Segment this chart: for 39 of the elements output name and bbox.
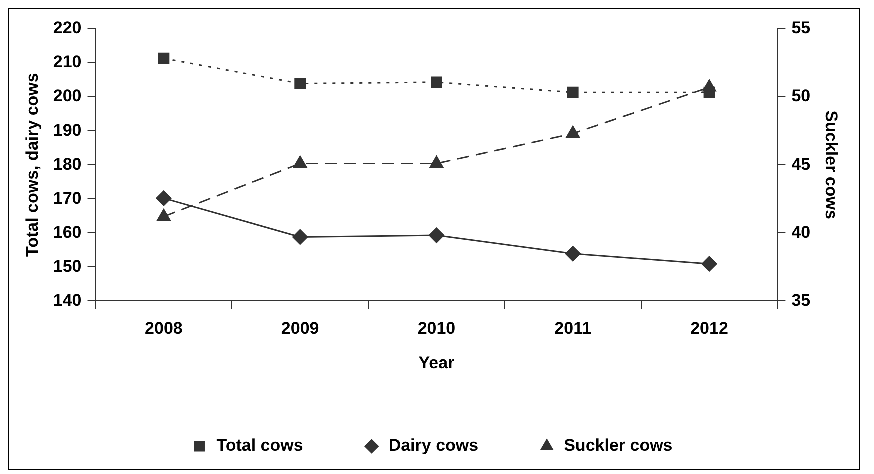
x-tick-label: 2011	[554, 319, 592, 338]
point	[566, 126, 580, 138]
x-tick-label: 2008	[145, 319, 183, 338]
y2-tick-label: 40	[792, 222, 811, 242]
y-tick-label: 180	[53, 154, 82, 174]
point	[431, 76, 442, 88]
x-tick-label: 2010	[418, 319, 456, 338]
y-tick-label: 200	[53, 86, 82, 106]
y-tick-label: 190	[53, 120, 82, 140]
y-tick-label: 210	[53, 52, 82, 72]
y-axis-title: Total cows, dairy cows	[22, 73, 42, 258]
legend-label: Total cows	[216, 436, 304, 456]
point	[702, 256, 718, 272]
y-tick-label: 160	[53, 222, 82, 242]
x-axis-title: Year	[418, 353, 456, 372]
legend-label: Suckler cows	[564, 436, 673, 456]
point	[156, 190, 172, 206]
point	[157, 209, 171, 222]
point	[702, 80, 716, 92]
point	[292, 229, 308, 245]
point	[567, 86, 579, 98]
y2-tick-label: 45	[792, 154, 811, 174]
y-tick-label: 220	[53, 18, 82, 38]
legend-label: Dairy cows	[388, 436, 479, 456]
y-tick-label: 140	[53, 290, 82, 310]
point	[294, 78, 306, 90]
x-tick-label: 2012	[690, 319, 728, 338]
y2-tick-label: 55	[792, 18, 811, 38]
point	[430, 156, 444, 168]
point	[294, 156, 308, 168]
point	[565, 246, 581, 262]
y2-axis-title: Suckler cows	[822, 110, 842, 220]
y-tick-label: 170	[53, 188, 82, 208]
x-tick-label: 2009	[281, 319, 320, 338]
y2-tick-label: 35	[792, 290, 811, 310]
y2-tick-label: 50	[792, 86, 811, 106]
point	[428, 228, 444, 244]
y-tick-label: 150	[53, 256, 82, 276]
point	[158, 52, 170, 64]
